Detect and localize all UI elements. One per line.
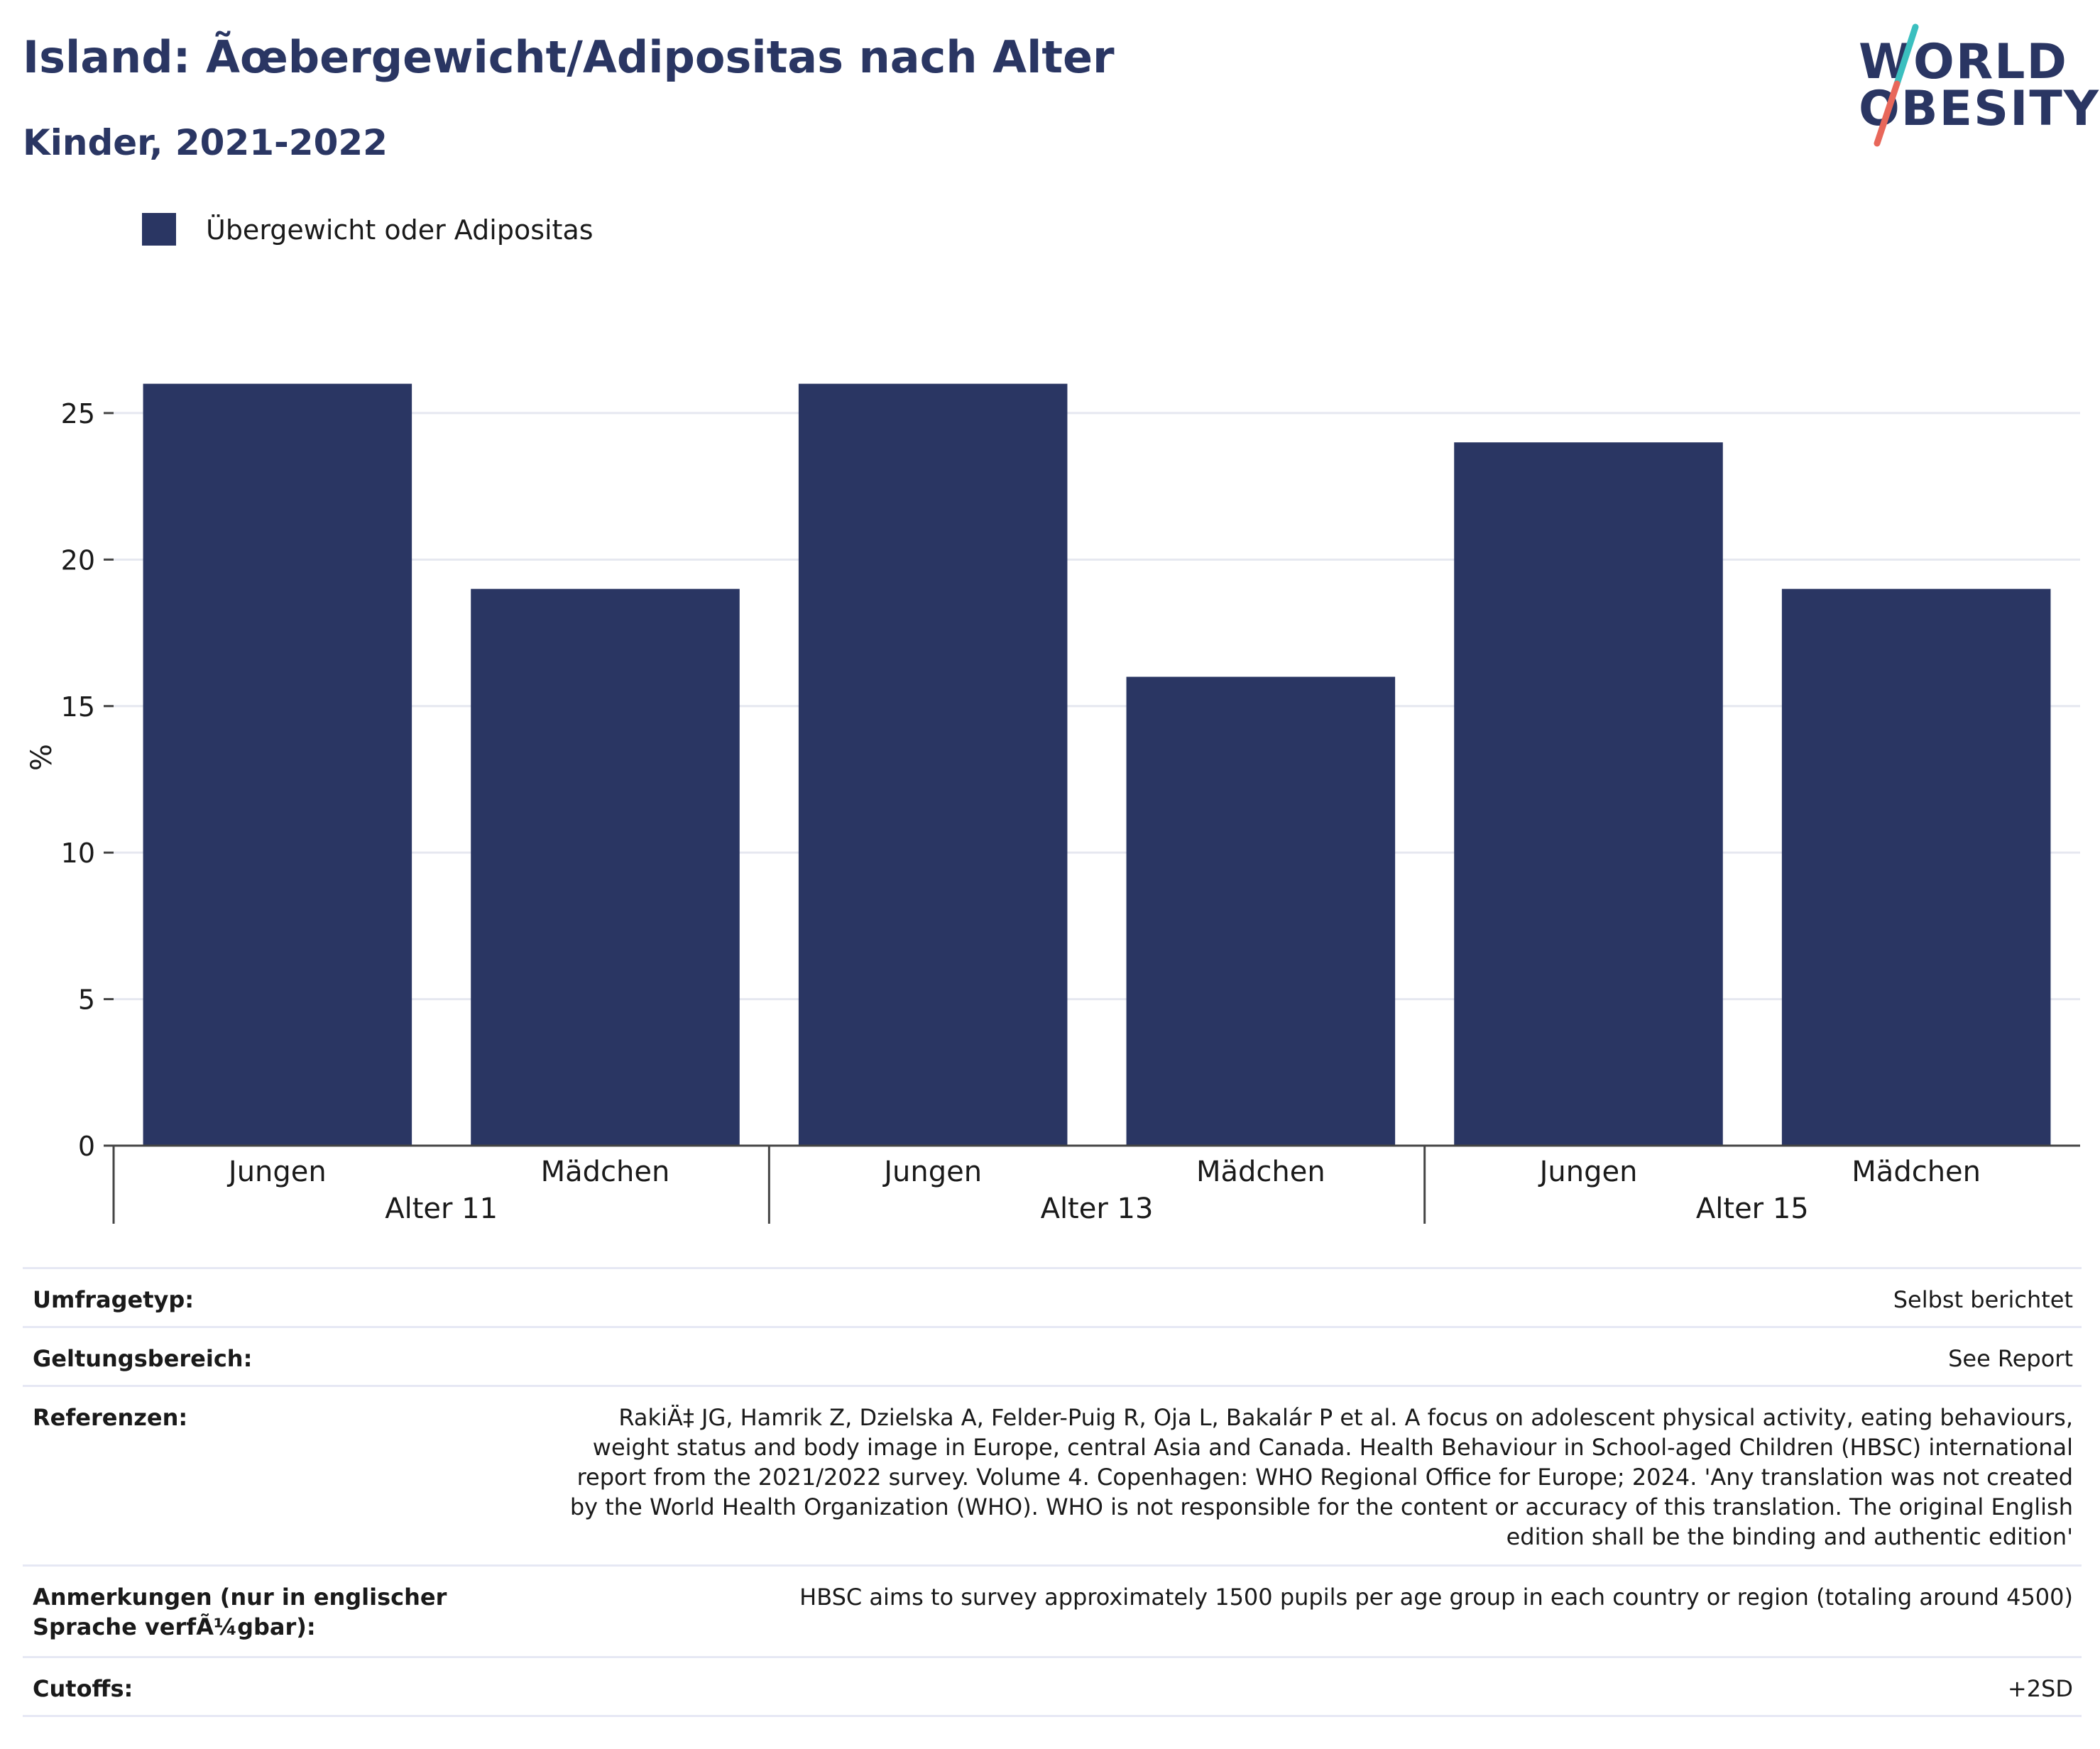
y-tick-label: 20 xyxy=(61,544,95,576)
info-row-references: Referenzen: RakiÄ‡ JG, Hamrik Z, Dzielsk… xyxy=(23,1385,2082,1564)
y-tick-label: 25 xyxy=(61,398,95,429)
logo-word-1: WORLD xyxy=(1859,34,2068,90)
group-label: Alter 15 xyxy=(1696,1192,1809,1225)
y-tick-label: 15 xyxy=(61,691,95,723)
logo-word-2: OBESITY xyxy=(1859,81,2100,137)
info-row-survey-type: Umfragetyp: Selbst berichtet xyxy=(23,1267,2082,1326)
chart-subtitle: Kinder, 2021-2022 xyxy=(23,122,388,163)
x-tick-label: Mädchen xyxy=(1196,1156,1325,1188)
bar-chart: 0 5 10 15 20 25% Jungen Mädchen Jungen Mädchen Jun… xyxy=(26,383,2080,1225)
info-value: +2SD xyxy=(2007,1675,2073,1702)
info-row-scope: Geltungsbereich: See Report xyxy=(23,1326,2082,1385)
info-value: Selbst berichtet xyxy=(1893,1286,2073,1313)
info-row-notes: Anmerkungen (nur in englischer Sprache v… xyxy=(23,1564,2082,1656)
y-tick-label: 10 xyxy=(61,838,95,869)
x-tick-label: Mädchen xyxy=(1852,1156,1981,1188)
x-tick-label: Mädchen xyxy=(541,1156,670,1188)
logo-slash-icon xyxy=(1874,23,1919,147)
y-tick-label: 5 xyxy=(78,985,95,1016)
info-value: RakiÄ‡ JG, Hamrik Z, Dzielska A, Felder-… xyxy=(569,1404,2073,1550)
group-label: Alter 11 xyxy=(385,1192,498,1225)
bar xyxy=(1781,588,2051,1146)
info-key: Umfragetyp: xyxy=(33,1286,195,1313)
group-label: Alter 13 xyxy=(1041,1192,1154,1225)
info-row-cutoffs: Cutoffs: +2SD xyxy=(23,1656,2082,1717)
bar xyxy=(1454,442,1723,1146)
x-tick-label: Jungen xyxy=(882,1156,982,1188)
bar xyxy=(143,383,412,1146)
info-table: Umfragetyp: Selbst berichtet Geltungsber… xyxy=(23,1267,2082,1717)
bar xyxy=(1126,676,1396,1146)
x-tick-label: Jungen xyxy=(226,1156,327,1188)
legend-swatch xyxy=(142,213,176,246)
y-axis-label: % xyxy=(26,744,58,771)
legend-label: Übergewicht oder Adipositas xyxy=(206,214,594,246)
y-tick-label: 0 xyxy=(78,1131,95,1162)
info-key: Referenzen: xyxy=(33,1404,188,1431)
info-value: See Report xyxy=(1948,1345,2073,1372)
info-value: HBSC aims to survey approximately 1500 p… xyxy=(799,1584,2073,1611)
bar xyxy=(798,383,1068,1146)
info-key: Geltungsbereich: xyxy=(33,1345,253,1372)
x-tick-label: Jungen xyxy=(1538,1156,1638,1188)
info-key: Cutoffs: xyxy=(33,1675,133,1702)
chart-title: Island: Ãœbergewicht/Adipositas nach Alt… xyxy=(23,31,1115,83)
info-key: Anmerkungen (nur in englischer Sprache v… xyxy=(33,1584,447,1640)
bar xyxy=(471,588,740,1146)
world-obesity-logo: WORLD OBESITY xyxy=(1846,21,2099,149)
